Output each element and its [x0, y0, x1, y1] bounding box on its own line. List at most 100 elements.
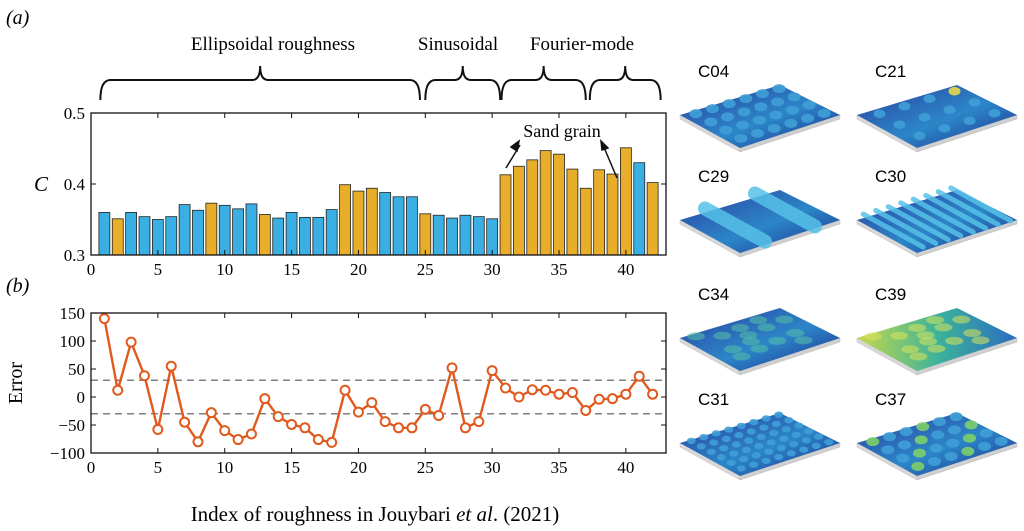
- error-point-25: [419, 403, 431, 415]
- error-point-19: [339, 384, 351, 396]
- surface-bump: [771, 97, 784, 107]
- surface-undulation: [749, 316, 768, 325]
- surface-undulation: [963, 329, 982, 338]
- surface-bump: [799, 446, 809, 453]
- error-point-18: [326, 436, 338, 448]
- panel-label-b: (b): [6, 275, 30, 297]
- thumbnail-c31: C31: [679, 390, 841, 481]
- thumbnail-label: C34: [698, 285, 729, 304]
- surface-bump: [696, 443, 706, 450]
- y-tick-label: 0.4: [64, 175, 86, 194]
- surface-undulation: [775, 315, 794, 324]
- x-tick-label: 30: [484, 458, 501, 477]
- bar-19: [339, 184, 351, 256]
- bar-35: [553, 153, 565, 256]
- bar-41: [633, 162, 646, 256]
- bar-20: [352, 190, 365, 256]
- thumbnail-c34: C34: [679, 285, 841, 376]
- thumbnail-c04: C04: [679, 62, 841, 153]
- bar-16: [299, 216, 311, 256]
- surface-bump: [721, 112, 734, 122]
- surface-bump: [784, 118, 798, 128]
- bar-25: [419, 213, 432, 256]
- surface-undulation: [750, 344, 769, 353]
- surface-edge: [916, 442, 1018, 481]
- surface-undulation: [952, 315, 971, 324]
- surface-bump: [709, 439, 719, 446]
- surface-bump: [948, 425, 961, 435]
- error-point-12: [245, 428, 257, 440]
- bar-34: [539, 150, 552, 256]
- y-tick-label: −50: [58, 416, 85, 435]
- bar-42: [646, 182, 659, 256]
- bar-8: [192, 209, 204, 256]
- bar-30: [486, 218, 499, 256]
- surface-bump: [776, 444, 786, 452]
- bar-6: [165, 216, 178, 256]
- surface-bump: [931, 430, 945, 440]
- surface-bump: [944, 451, 958, 461]
- surface-undulation: [919, 337, 938, 346]
- bar-chart-ylabel: C: [34, 172, 49, 196]
- error-point-26: [433, 409, 445, 421]
- surface-bump: [929, 443, 943, 453]
- surface-bump: [734, 431, 744, 439]
- surface-ridge: [935, 189, 1001, 228]
- error-point-10: [219, 425, 231, 437]
- sand-grain-annotation: Sand grain: [523, 121, 600, 141]
- surface-plane: [857, 308, 1017, 371]
- surface-bump: [726, 459, 736, 467]
- surface-edge: [916, 219, 1018, 258]
- surface-bump: [979, 428, 993, 438]
- surface-bump: [772, 84, 786, 94]
- surface-bump: [739, 94, 753, 104]
- bar-10: [218, 204, 231, 256]
- surface-bump: [751, 128, 764, 138]
- surface-undulation: [909, 352, 928, 361]
- surface-undulation: [945, 336, 964, 345]
- surface-bump: [916, 422, 930, 432]
- x-tick-label: 15: [283, 458, 300, 477]
- surface-undulation: [757, 323, 776, 332]
- error-point-35: [553, 388, 565, 400]
- surface-bump: [802, 100, 816, 110]
- surface-ridge: [698, 201, 772, 249]
- thumbnail-label: C37: [875, 390, 906, 409]
- bar-17: [312, 216, 325, 256]
- surface-ridge: [748, 186, 822, 234]
- surface-bump: [774, 453, 784, 461]
- surface-bump: [923, 94, 936, 103]
- error-point-33: [526, 384, 538, 396]
- y-tick-label: 150: [60, 304, 86, 323]
- surface-bump: [978, 441, 991, 451]
- surface-bump: [739, 455, 749, 463]
- surface-bump: [731, 441, 741, 448]
- error-point-37: [580, 404, 592, 416]
- error-point-4: [138, 370, 150, 382]
- surface-bump: [784, 416, 794, 424]
- surface-bump: [963, 433, 976, 443]
- surface-bump: [883, 432, 896, 442]
- y-tick-label: 0.3: [64, 246, 85, 265]
- error-chart-ylabel: Error: [5, 362, 27, 405]
- error-point-16: [299, 422, 311, 434]
- x-tick-label: 25: [417, 260, 434, 279]
- bar-32: [513, 165, 525, 256]
- error-point-32: [513, 391, 525, 403]
- bar-28: [459, 214, 472, 256]
- surface-ridge: [948, 185, 1014, 224]
- surface-bump: [911, 461, 925, 471]
- error-point-42: [647, 388, 659, 400]
- bar-18: [325, 209, 338, 256]
- surface-plane: [680, 308, 840, 371]
- x-tick-label: 5: [154, 260, 163, 279]
- surface-bump: [881, 445, 895, 455]
- surface-bump: [786, 105, 799, 115]
- surface-bump: [737, 107, 751, 117]
- surface-bump: [814, 433, 824, 440]
- surface-undulation: [768, 336, 787, 345]
- bar-39: [606, 173, 619, 256]
- thumbnail-c21: C21: [856, 62, 1018, 153]
- surface-bump: [767, 123, 781, 133]
